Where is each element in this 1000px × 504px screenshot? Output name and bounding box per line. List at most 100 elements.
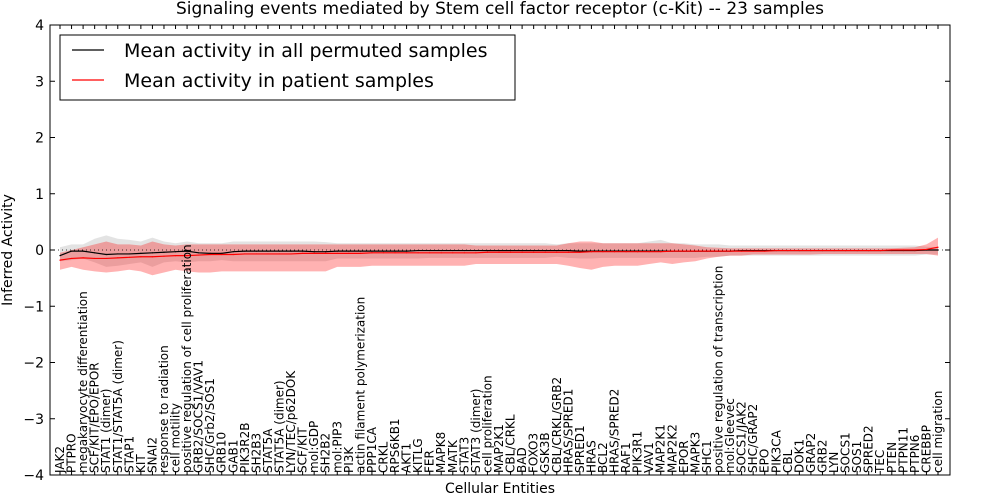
point-permuted	[509, 249, 512, 252]
x-tick-label: STAP1	[122, 436, 136, 473]
x-tick-label: GRAP2	[804, 433, 818, 473]
point-patient	[914, 249, 916, 251]
point-patient	[833, 249, 835, 252]
point-patient	[128, 256, 130, 258]
x-tick-label: SH2B3	[249, 433, 263, 473]
x-tick-label: STAT1/STAT5A (dimer)	[111, 340, 125, 473]
point-permuted	[556, 249, 558, 252]
x-tick-label: EPOR	[677, 440, 691, 473]
point-patient	[741, 250, 743, 252]
x-tick-label: PTPN11	[896, 427, 910, 473]
point-permuted	[70, 250, 73, 252]
x-tick-label: CBL/CRKL	[504, 414, 518, 473]
point-patient	[509, 251, 512, 253]
point-permuted	[579, 250, 581, 252]
point-patient	[371, 252, 373, 254]
point-permuted	[59, 255, 61, 257]
point-patient	[117, 257, 119, 259]
point-patient	[533, 251, 535, 253]
point-patient	[717, 250, 720, 252]
x-tick-label: positive regulation of transcription	[712, 266, 726, 473]
x-tick-label: DOK1	[792, 439, 806, 473]
point-patient	[544, 251, 546, 253]
point-patient	[694, 250, 696, 252]
x-tick-label: KITLG	[411, 438, 425, 473]
legend: Mean activity in all permuted samples Me…	[59, 34, 516, 101]
point-patient	[105, 257, 107, 260]
point-patient	[174, 255, 177, 257]
x-tick-label: STAT5A (dimer)	[273, 380, 287, 473]
point-patient	[775, 249, 777, 252]
point-patient	[452, 252, 454, 254]
point-patient	[706, 250, 708, 252]
x-tick-label: GAB1	[226, 440, 240, 473]
point-permuted	[151, 252, 154, 254]
x-tick-label: SHC1	[700, 440, 714, 473]
point-permuted	[394, 250, 396, 252]
point-patient	[868, 249, 870, 252]
point-patient	[417, 252, 419, 254]
point-patient	[440, 252, 442, 254]
x-tick-label: SHC/Grb2/SOS1	[203, 378, 217, 473]
x-tick-label: response to radiation	[157, 345, 171, 473]
x-tick-label: CREBBP	[919, 425, 933, 473]
x-tick-label: SNAI2	[145, 437, 159, 473]
x-tick-label: SOCS1/JAK2	[735, 401, 749, 473]
point-permuted	[94, 252, 96, 254]
x-tick-label: SH2B2	[319, 433, 333, 473]
x-tick-label: BCL2	[596, 442, 610, 473]
x-tick-label: HRAS	[584, 440, 598, 473]
point-permuted	[348, 250, 350, 252]
series-lines	[50, 246, 950, 261]
point-patient	[602, 251, 604, 253]
point-patient	[405, 252, 408, 254]
point-patient	[752, 250, 754, 252]
x-tick-label: mol:PIP3	[330, 421, 344, 473]
x-tick-label: SCF/KIT/EPO/EPOR	[88, 362, 102, 473]
x-tick-label: PIK3R2B	[238, 423, 252, 473]
x-tick-label: MATK	[446, 439, 460, 473]
point-patient	[856, 249, 858, 252]
point-patient	[232, 253, 234, 256]
point-patient	[278, 253, 281, 255]
x-tick-label: PPP1CA	[365, 426, 379, 473]
point-permuted	[117, 253, 119, 255]
point-patient	[729, 250, 731, 252]
x-tick-label: MAP2K1	[492, 424, 506, 473]
x-tick-label: GRB10	[215, 432, 229, 473]
point-patient	[844, 249, 847, 252]
x-tick-label: GRB2/SOCS1/VAV1	[192, 360, 206, 473]
point-patient	[521, 251, 523, 253]
point-patient	[891, 249, 893, 251]
point-patient	[637, 251, 639, 253]
x-tick-label: MAPK3	[688, 432, 702, 473]
point-patient	[151, 256, 154, 258]
x-tick-label: BAD	[515, 447, 529, 473]
point-permuted	[440, 249, 442, 252]
band-patient	[60, 237, 938, 276]
point-permuted	[521, 249, 523, 252]
point-permuted	[174, 251, 177, 253]
point-patient	[325, 252, 327, 254]
x-tick-label: EPO	[758, 449, 772, 473]
point-patient	[821, 249, 824, 252]
x-tick-label: FER	[423, 450, 437, 473]
point-permuted	[290, 250, 292, 252]
x-tick-label: HRAS/SPRED2	[608, 389, 622, 473]
point-permuted	[278, 250, 281, 252]
y-tick-label: −2	[23, 356, 44, 372]
x-tick-label: PTPN6	[908, 435, 922, 473]
point-permuted	[209, 252, 211, 254]
x-tick-label: RPS6KB1	[388, 418, 402, 473]
plot-frame	[49, 24, 951, 476]
x-tick-label: VAV1	[642, 442, 656, 473]
point-patient	[140, 256, 142, 258]
point-patient	[163, 255, 165, 257]
x-tick-label: CRKL	[376, 441, 390, 473]
x-tick-label: GSK3B	[538, 432, 552, 473]
point-permuted	[163, 251, 165, 253]
point-permuted	[567, 249, 569, 252]
point-permuted	[371, 250, 373, 252]
y-tick-label: −3	[23, 412, 44, 428]
